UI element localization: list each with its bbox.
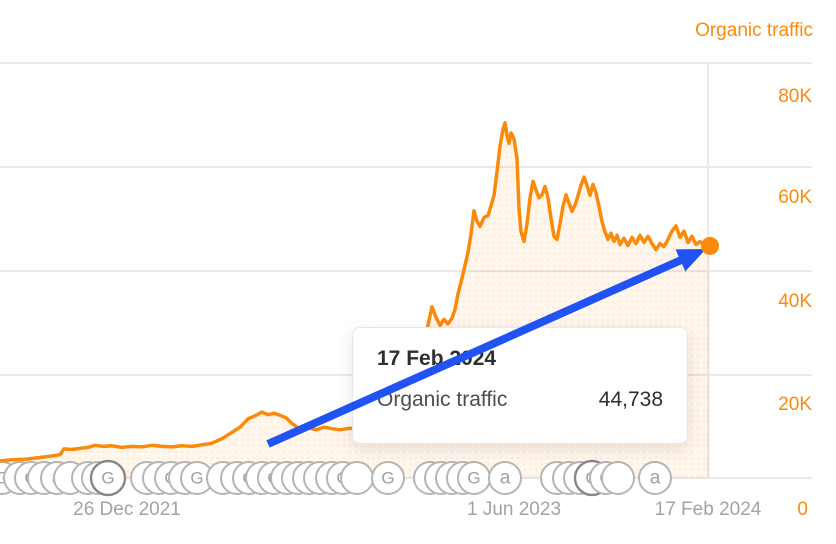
y-tick-60k: 60K: [778, 187, 812, 208]
event-marker-letter: G: [467, 469, 480, 488]
event-marker-letter: G: [190, 469, 203, 488]
event-marker-letter: a: [500, 468, 511, 489]
event-marker-letter: G: [101, 469, 114, 488]
x-tick-26-dec-2021: 26 Dec 2021: [73, 499, 181, 520]
y-tick-80k: 80K: [778, 86, 812, 107]
event-marker[interactable]: [89, 459, 127, 497]
y-tick-20k: 20K: [778, 394, 812, 415]
tooltip-date: 17 Feb 2024: [377, 347, 497, 370]
event-marker[interactable]: [601, 461, 635, 495]
event-marker-letter: a: [650, 468, 661, 489]
traffic-line: [0, 120, 712, 463]
event-marker[interactable]: [488, 461, 522, 495]
tooltip-metric-label: Organic traffic: [377, 388, 508, 411]
event-marker[interactable]: [638, 461, 672, 495]
event-marker-row: GGaGaaGGaGaGGGGGaaGGa: [0, 459, 672, 497]
event-marker[interactable]: [340, 461, 374, 495]
chart-title: Organic traffic: [695, 20, 813, 41]
tooltip: 17 Feb 2024 Organic traffic 44,738: [352, 327, 688, 444]
x-tick-17-feb-2024: 17 Feb 2024: [654, 499, 762, 520]
tooltip-value: 44,738: [598, 388, 663, 411]
event-marker-letter: G: [381, 469, 394, 488]
y-tick-0: 0: [797, 499, 808, 520]
event-marker[interactable]: [371, 461, 405, 495]
y-tick-40k: 40K: [778, 291, 812, 312]
x-tick-1-jun-2023: 1 Jun 2023: [466, 499, 562, 520]
